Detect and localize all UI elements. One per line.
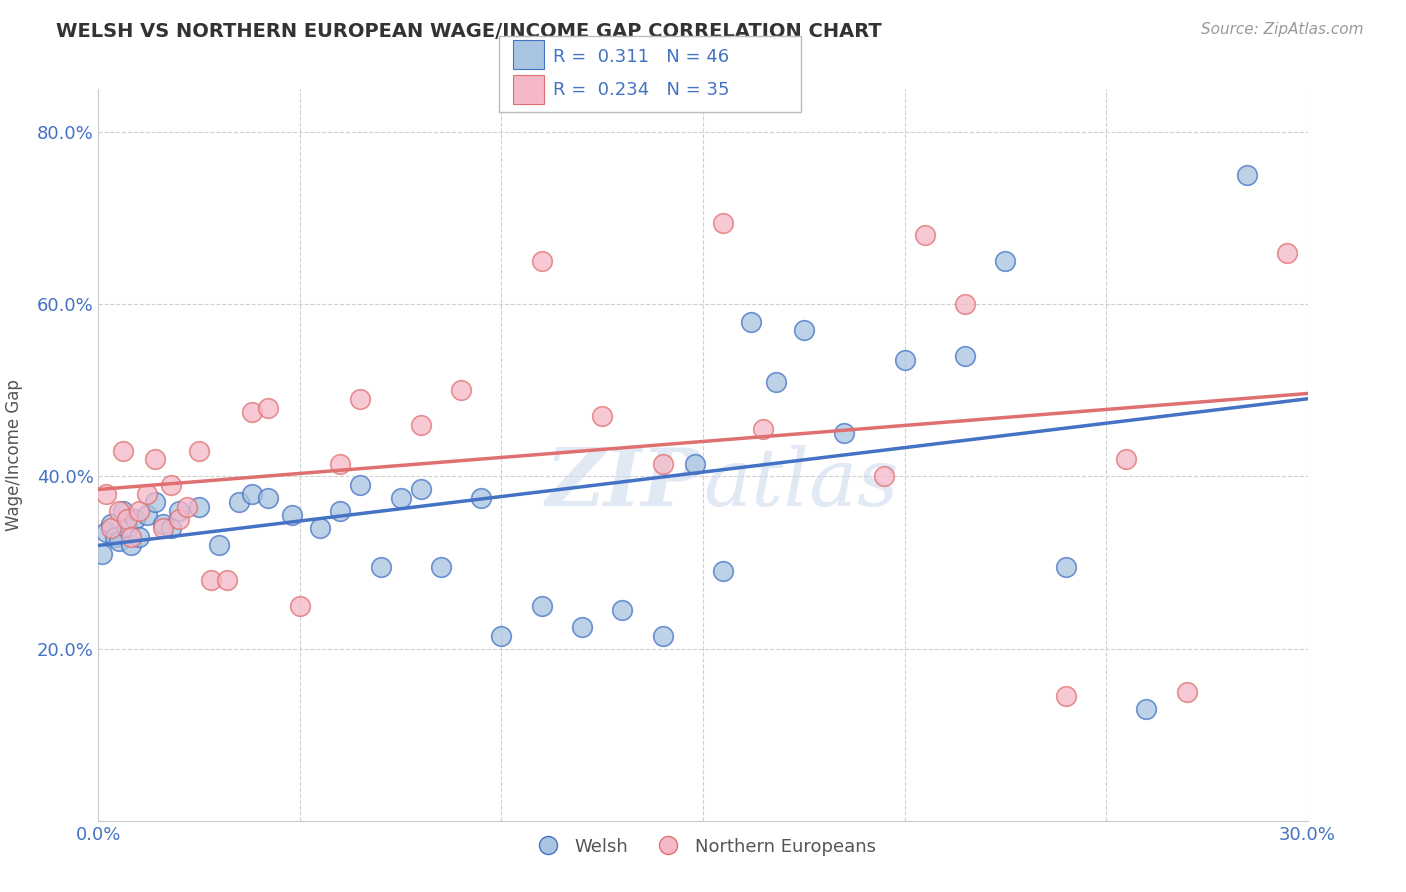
Point: [176, 500, 198, 514]
Point: [124, 512, 146, 526]
Point: [873, 469, 896, 483]
Point: [994, 254, 1017, 268]
Point: [329, 504, 352, 518]
Point: [530, 599, 553, 613]
Point: [103, 530, 125, 544]
Point: [470, 491, 492, 505]
Point: [1135, 702, 1157, 716]
Point: [349, 392, 371, 406]
Point: [491, 629, 513, 643]
Point: [1054, 689, 1077, 703]
Point: [740, 314, 762, 328]
Point: [208, 538, 231, 552]
Point: [217, 573, 239, 587]
Point: [1236, 168, 1258, 182]
Point: [1115, 452, 1137, 467]
Point: [571, 620, 593, 634]
Point: [309, 521, 332, 535]
Text: atlas: atlas: [703, 445, 898, 523]
Point: [96, 525, 118, 540]
Point: [100, 521, 122, 535]
Point: [409, 417, 432, 432]
Text: Source: ZipAtlas.com: Source: ZipAtlas.com: [1201, 22, 1364, 37]
Point: [128, 530, 150, 544]
Point: [200, 573, 222, 587]
Point: [240, 486, 263, 500]
Y-axis label: Wage/Income Gap: Wage/Income Gap: [4, 379, 22, 531]
Point: [115, 521, 138, 535]
Point: [167, 504, 190, 518]
Point: [370, 559, 392, 574]
Point: [1054, 559, 1077, 574]
Point: [409, 483, 432, 497]
Point: [96, 486, 118, 500]
Point: [240, 405, 263, 419]
Point: [1175, 684, 1198, 698]
Point: [111, 504, 134, 518]
Point: [329, 457, 352, 471]
Text: ZIP: ZIP: [546, 445, 703, 523]
Point: [893, 353, 915, 368]
Point: [167, 512, 190, 526]
Point: [953, 297, 976, 311]
Point: [188, 443, 211, 458]
Point: [160, 478, 183, 492]
Point: [256, 491, 278, 505]
Point: [765, 375, 787, 389]
Point: [111, 443, 134, 458]
Point: [832, 426, 855, 441]
Point: [1277, 245, 1299, 260]
Point: [188, 500, 211, 514]
Point: [135, 508, 157, 523]
Point: [288, 599, 311, 613]
Point: [115, 512, 138, 526]
Point: [143, 452, 166, 467]
Text: R =  0.234   N = 35: R = 0.234 N = 35: [553, 81, 730, 99]
Point: [281, 508, 304, 523]
Point: [793, 323, 815, 337]
Legend: Welsh, Northern Europeans: Welsh, Northern Europeans: [523, 830, 883, 863]
Point: [450, 384, 472, 398]
Point: [389, 491, 412, 505]
Point: [152, 521, 174, 535]
Point: [591, 409, 613, 424]
Point: [651, 457, 673, 471]
Point: [256, 401, 278, 415]
Point: [711, 564, 734, 578]
Point: [120, 530, 142, 544]
Point: [711, 216, 734, 230]
Point: [349, 478, 371, 492]
Point: [752, 422, 775, 436]
Point: [100, 516, 122, 531]
Point: [914, 228, 936, 243]
Point: [612, 603, 634, 617]
Point: [530, 254, 553, 268]
Point: [107, 533, 129, 548]
Point: [107, 504, 129, 518]
Point: [91, 547, 114, 561]
Point: [128, 504, 150, 518]
Text: WELSH VS NORTHERN EUROPEAN WAGE/INCOME GAP CORRELATION CHART: WELSH VS NORTHERN EUROPEAN WAGE/INCOME G…: [56, 22, 882, 41]
Point: [228, 495, 250, 509]
Point: [683, 457, 706, 471]
Point: [160, 521, 183, 535]
Point: [953, 349, 976, 363]
Point: [651, 629, 673, 643]
Point: [143, 495, 166, 509]
Point: [120, 538, 142, 552]
Point: [135, 486, 157, 500]
Point: [430, 559, 453, 574]
Point: [152, 516, 174, 531]
Text: R =  0.311   N = 46: R = 0.311 N = 46: [553, 48, 728, 66]
